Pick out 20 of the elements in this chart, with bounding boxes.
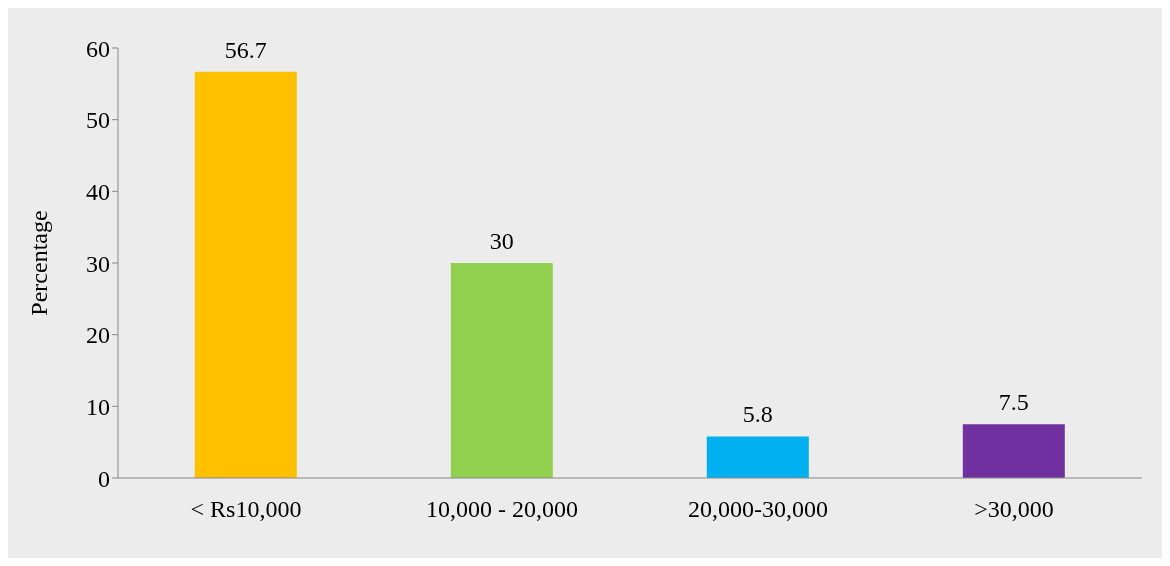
y-tick-label: 60 bbox=[86, 35, 110, 62]
data-label: 30 bbox=[489, 228, 514, 254]
y-tick-label: 40 bbox=[86, 178, 110, 205]
y-tick-label: 30 bbox=[86, 250, 110, 277]
y-tick-label: 0 bbox=[98, 465, 110, 492]
data-label: 5.8 bbox=[742, 401, 773, 428]
bar bbox=[706, 436, 809, 478]
x-tick-label: >30,000 bbox=[974, 496, 1054, 523]
data-label: 56.7 bbox=[224, 36, 267, 63]
y-tick-label: 20 bbox=[86, 322, 110, 349]
y-tick-label: 10 bbox=[86, 393, 110, 420]
y-axis-title: Percentage bbox=[25, 210, 52, 316]
y-tick-label: 50 bbox=[86, 107, 110, 134]
bar bbox=[962, 424, 1065, 478]
x-tick-label: 10,000 - 20,000 bbox=[426, 496, 578, 523]
x-tick-label: 20,000-30,000 bbox=[688, 496, 828, 523]
bar bbox=[450, 263, 553, 478]
data-label: 7.5 bbox=[998, 389, 1029, 416]
bar bbox=[194, 71, 297, 478]
x-tick-label: < Rs10,000 bbox=[190, 496, 302, 523]
